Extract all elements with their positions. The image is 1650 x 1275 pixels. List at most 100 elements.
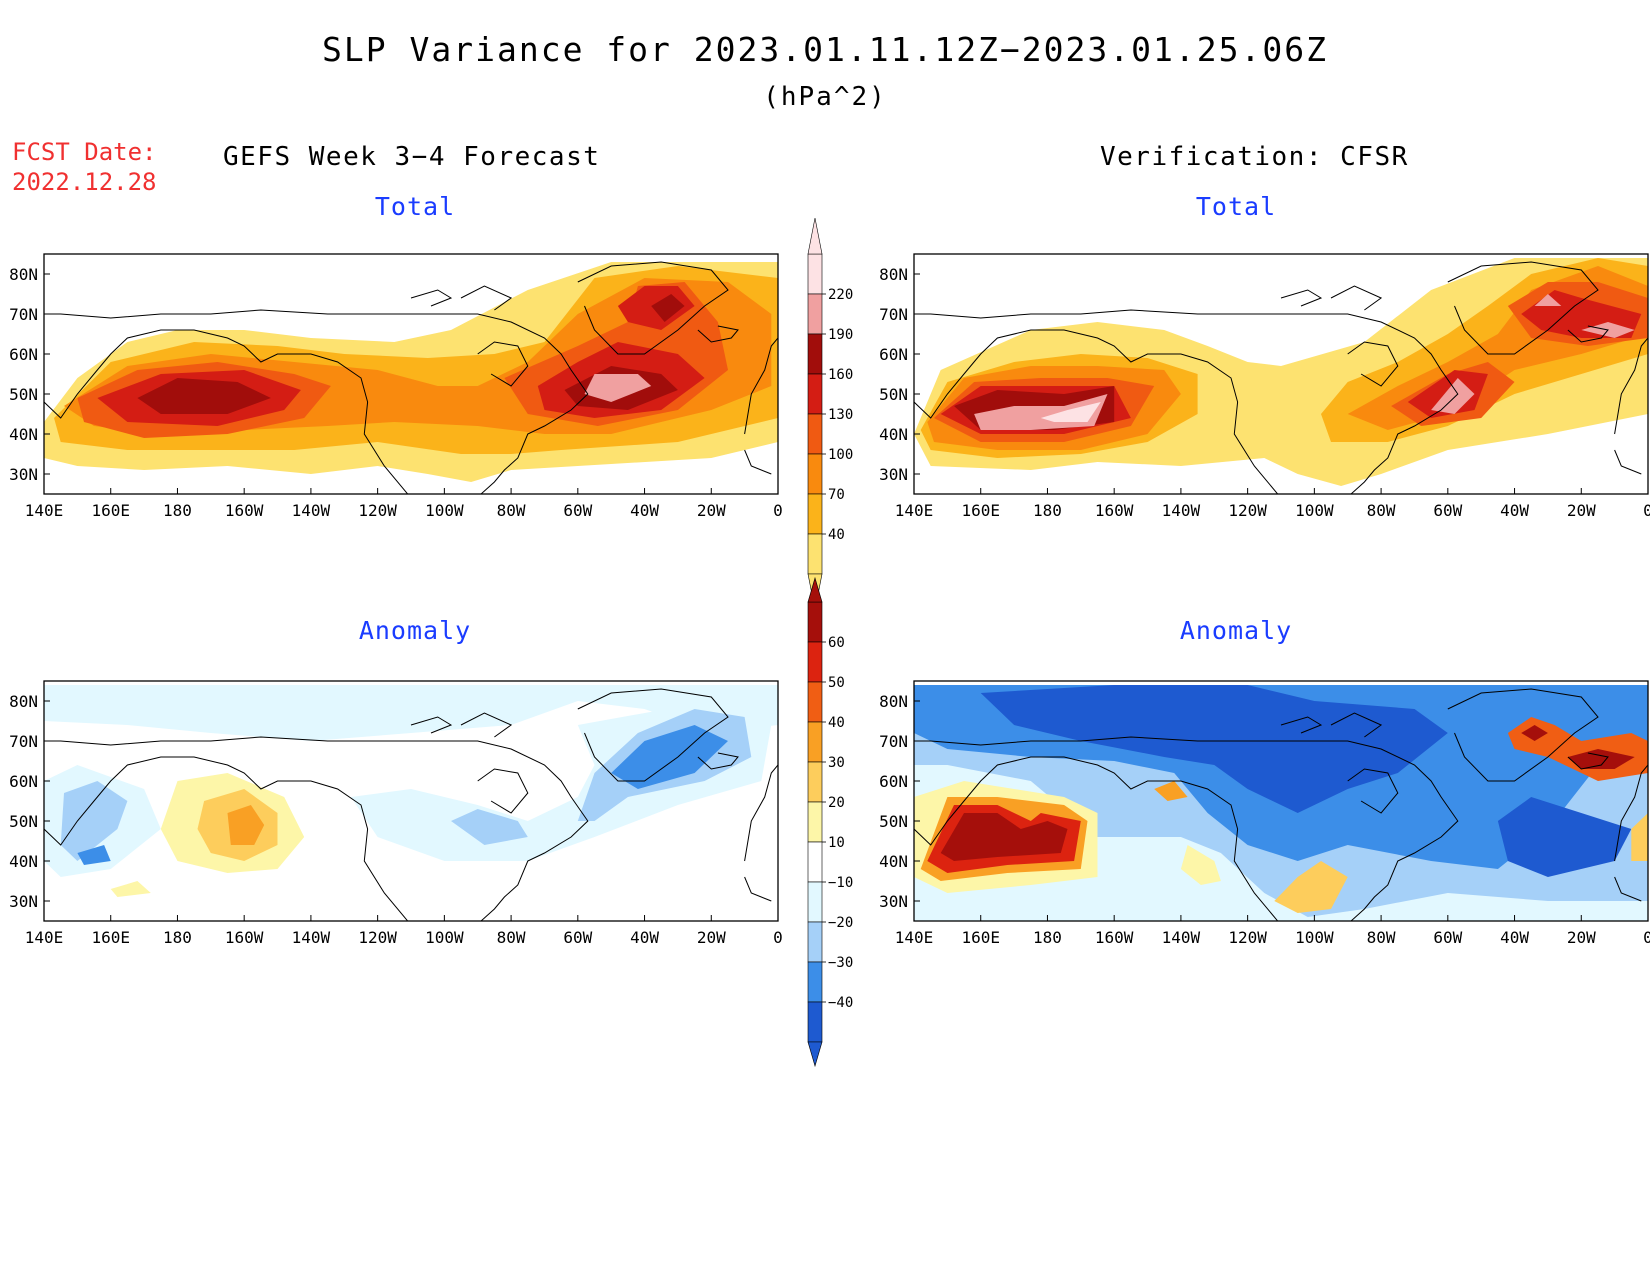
forecast-anomaly-contour-7 [611,725,728,789]
verification-total-field [914,254,1648,494]
total-colorbar-arrow-top [807,217,823,255]
verification-anomaly-lon-label: 140W [1162,928,1201,947]
verification-anomaly-contour-9 [1274,861,1348,913]
verification-anomaly-contour-8 [940,813,1068,861]
forecast-anomaly-lon-label: 160W [225,928,264,947]
forecast-total-lon-label: 80W [497,501,526,520]
forecast-date-label: FCST Date: [12,138,157,166]
forecast-anomaly-lon-label: 40W [630,928,659,947]
forecast-date-value: 2022.12.28 [12,168,157,196]
total-colorbar-label: 40 [828,527,845,543]
total-colorbar-label: 190 [828,327,853,343]
forecast-total-lon-label: 140W [292,501,331,520]
forecast-total-contour-11 [584,374,652,402]
verification-anomaly-contour-11 [1154,781,1188,801]
forecast-total-lon-label: 20W [697,501,726,520]
forecast-anomaly-coastline-3 [477,768,529,814]
forecast-total-coastline-2 [697,325,739,343]
forecast-total-coastline-3 [477,341,529,387]
forecast-total-coastline-4 [410,289,453,307]
forecast-total-coastline-0 [44,309,589,494]
verification-anomaly-contour-13 [1521,725,1548,741]
total-colorbar-label: 160 [828,367,853,383]
forecast-total-lat-label: 70N [9,305,38,324]
forecast-anomaly-lon-label: 140E [25,928,64,947]
verification-total-coastline-4 [1280,289,1323,307]
forecast-total-frame [43,253,779,495]
verification-anomaly-coastline-5 [1330,712,1383,738]
forecast-anomaly-coastline-6 [744,764,778,862]
verification-anomaly-lon-label: 20W [1567,928,1596,947]
forecast-anomaly-lon-label: 80W [497,928,526,947]
verification-total-title: Total [1195,192,1277,221]
verification-total-lon-label: 60W [1433,501,1462,520]
verification-total-coastline-6 [1614,337,1648,435]
total-colorbar-segment [807,293,823,335]
forecast-anomaly-lon-label: 120W [358,928,397,947]
forecast-total-lat-label: 50N [9,385,38,404]
anomaly-colorbar: 60 50 40 30 20 10 −10 −20 −30 −40 [807,576,853,1068]
forecast-total-lon-label: 160W [225,501,264,520]
verification-anomaly-lon-label: 180 [1033,928,1062,947]
forecast-anomaly-contour-5 [451,809,528,845]
verification-total-lon-label: 0 [1643,501,1650,520]
anomaly-colorbar-label: −10 [828,875,853,891]
anomaly-colorbar-segment [807,841,823,883]
total-colorbar-label: 130 [828,407,853,423]
verification-anomaly-coastline-6 [1614,764,1648,862]
verification-anomaly-contour-4 [1497,797,1632,877]
total-colorbar-segment [807,253,823,295]
verification-anomaly-field [914,681,1648,921]
forecast-total-lon-label: 140E [25,501,64,520]
verification-anomaly-contour-10 [1180,845,1221,885]
forecast-anomaly-contour-3 [60,781,128,861]
verification-total-coastline-5 [1330,285,1383,311]
verification-anomaly-lon-label: 0 [1643,928,1650,947]
verification-anomaly-frame [913,680,1649,922]
total-colorbar-segment [807,453,823,495]
verification-anomaly-coastline-0 [914,736,1459,921]
anomaly-colorbar-label: −20 [828,915,853,931]
verification-anomaly-lon-label: 160E [961,928,1000,947]
verification-anomaly-contour-14 [1567,749,1635,769]
verification-total-lon-label: 160E [961,501,1000,520]
forecast-total-lon-label: 60W [563,501,592,520]
forecast-anomaly-field [44,681,778,921]
forecast-total-contour-10 [651,294,685,322]
verification-total-lon-label: 180 [1033,501,1062,520]
verification-total-frame [913,253,1649,495]
verification-anomaly-contour-3 [980,685,1448,813]
anomaly-colorbar-label: 10 [828,835,845,851]
forecast-anomaly-lon-label: 60W [563,928,592,947]
forecast-anomaly-lat-label: 30N [9,892,38,911]
forecast-anomaly-coastline-5 [460,712,513,738]
verification-total-lon-label: 140W [1162,501,1201,520]
verification-total-map: 140E 160E 180 160W 140W 120W 100W 80W 60W 40W 20W 0… [879,253,1650,520]
verification-anomaly-lat-label: 30N [879,892,908,911]
forecast-anomaly-map: 140E 160E 180 160W 140W 120W 100W 80W 60W 40W 20W 0… [9,680,783,947]
verification-total-lat-label: 30N [879,465,908,484]
verification-total-coastline-2 [1567,325,1609,343]
verification-total-lon-label: 120W [1228,501,1267,520]
anomaly-colorbar-segment [807,601,823,643]
anomaly-colorbar-segment [807,881,823,923]
forecast-anomaly-coastline-2 [697,752,739,770]
forecast-total-coastline-6 [744,337,778,435]
verification-total-coastline-7 [1614,449,1642,475]
anomaly-colorbar-segment [807,721,823,763]
forecast-anomaly-lon-label: 100W [425,928,464,947]
forecast-anomaly-coastline-7 [744,876,772,902]
verification-total-lon-label: 40W [1500,501,1529,520]
verification-anomaly-lon-label: 60W [1433,928,1462,947]
units-label: (hPa^2) [763,82,887,112]
total-colorbar: 40 70 100 130 160 190 220 [807,217,853,611]
verification-anomaly-coastline-4 [1280,716,1323,734]
anomaly-colorbar-arrow-bottom [807,1041,823,1068]
verification-anomaly-lat-label: 50N [879,812,908,831]
forecast-anomaly-contour-11 [227,805,265,845]
forecast-anomaly-lat-label: 60N [9,772,38,791]
anomaly-colorbar-segment [807,961,823,1003]
verification-total-lat-label: 40N [879,425,908,444]
anomaly-colorbar-arrow-top [807,576,823,603]
